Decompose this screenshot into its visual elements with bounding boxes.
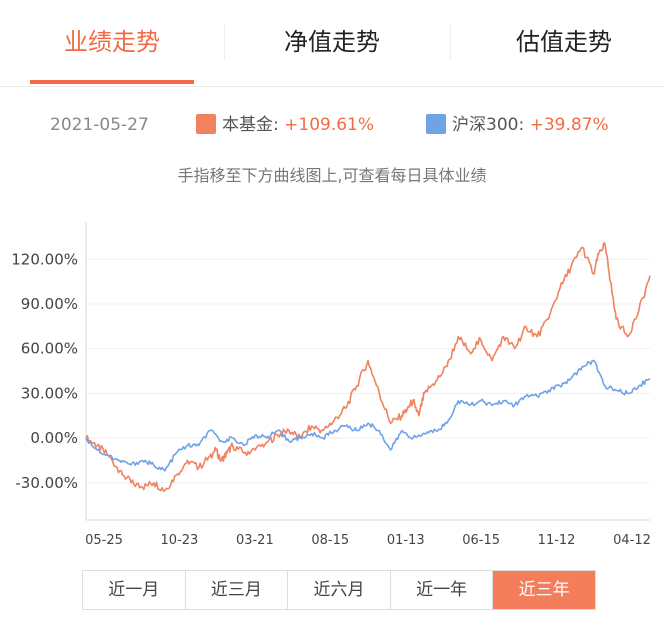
fund-legend-swatch bbox=[196, 114, 216, 134]
tab-valuation[interactable]: 估值走势 bbox=[516, 28, 612, 56]
y-tick-label: -30.00% bbox=[15, 474, 78, 492]
range-3-month-button[interactable]: 近三月 bbox=[186, 571, 289, 609]
tab-divider bbox=[224, 24, 225, 60]
x-tick-label: 10-23 bbox=[161, 533, 199, 548]
y-tick-label: 60.00% bbox=[21, 340, 78, 358]
x-tick-label: 11-12 bbox=[538, 533, 576, 548]
tab-nav[interactable]: 净值走势 bbox=[284, 28, 380, 56]
y-axis-ticks: 120.00% 90.00% 60.00% 30.00% 0.00% -30.00% bbox=[11, 250, 78, 492]
index-legend: 沪深300: +39.87% bbox=[452, 110, 609, 140]
x-axis-ticks: 05-25 10-23 03-21 08-15 01-13 06-15 11-12 04-12 bbox=[85, 533, 651, 548]
x-tick-label: 04-12 bbox=[613, 533, 651, 548]
fund-legend: 本基金: +109.61% bbox=[222, 110, 374, 140]
time-range-selector: 近一月 近三月 近六月 近一年 近三年 bbox=[82, 570, 596, 610]
x-tick-label: 06-15 bbox=[462, 533, 500, 548]
y-tick-label: 120.00% bbox=[11, 250, 78, 268]
fund-legend-label: 本基金: bbox=[222, 115, 279, 135]
tab-performance[interactable]: 业绩走势 bbox=[64, 28, 160, 56]
series-line-index bbox=[85, 359, 651, 472]
tab-bar: 业绩走势 净值走势 估值走势 bbox=[0, 0, 664, 87]
y-tick-label: 30.00% bbox=[21, 384, 78, 402]
range-1-month-button[interactable]: 近一月 bbox=[83, 571, 186, 609]
chart-hint: 手指移至下方曲线图上,可查看每日具体业绩 bbox=[177, 166, 487, 185]
series-line-fund bbox=[85, 241, 651, 492]
range-6-month-button[interactable]: 近六月 bbox=[288, 571, 391, 609]
x-tick-label: 08-15 bbox=[311, 533, 349, 548]
range-3-year-button[interactable]: 近三年 bbox=[493, 571, 595, 609]
x-tick-label: 05-25 bbox=[85, 533, 123, 548]
summary-date: 2021-05-27 bbox=[50, 115, 149, 135]
active-tab-indicator bbox=[30, 80, 194, 84]
chart-series bbox=[85, 241, 651, 492]
x-tick-label: 01-13 bbox=[387, 533, 425, 548]
y-tick-label: 0.00% bbox=[30, 429, 78, 447]
x-tick-label: 03-21 bbox=[236, 533, 274, 548]
chart-grid bbox=[85, 222, 650, 521]
tab-divider bbox=[450, 24, 451, 60]
range-1-year-button[interactable]: 近一年 bbox=[391, 571, 494, 609]
index-legend-label: 沪深300: bbox=[452, 115, 525, 135]
index-legend-swatch bbox=[426, 114, 446, 134]
index-legend-value: +39.87% bbox=[529, 115, 609, 135]
fund-legend-value: +109.61% bbox=[284, 115, 375, 135]
y-tick-label: 90.00% bbox=[21, 295, 78, 313]
performance-chart[interactable]: 120.00% 90.00% 60.00% 30.00% 0.00% -30.00% 05… bbox=[0, 212, 664, 557]
